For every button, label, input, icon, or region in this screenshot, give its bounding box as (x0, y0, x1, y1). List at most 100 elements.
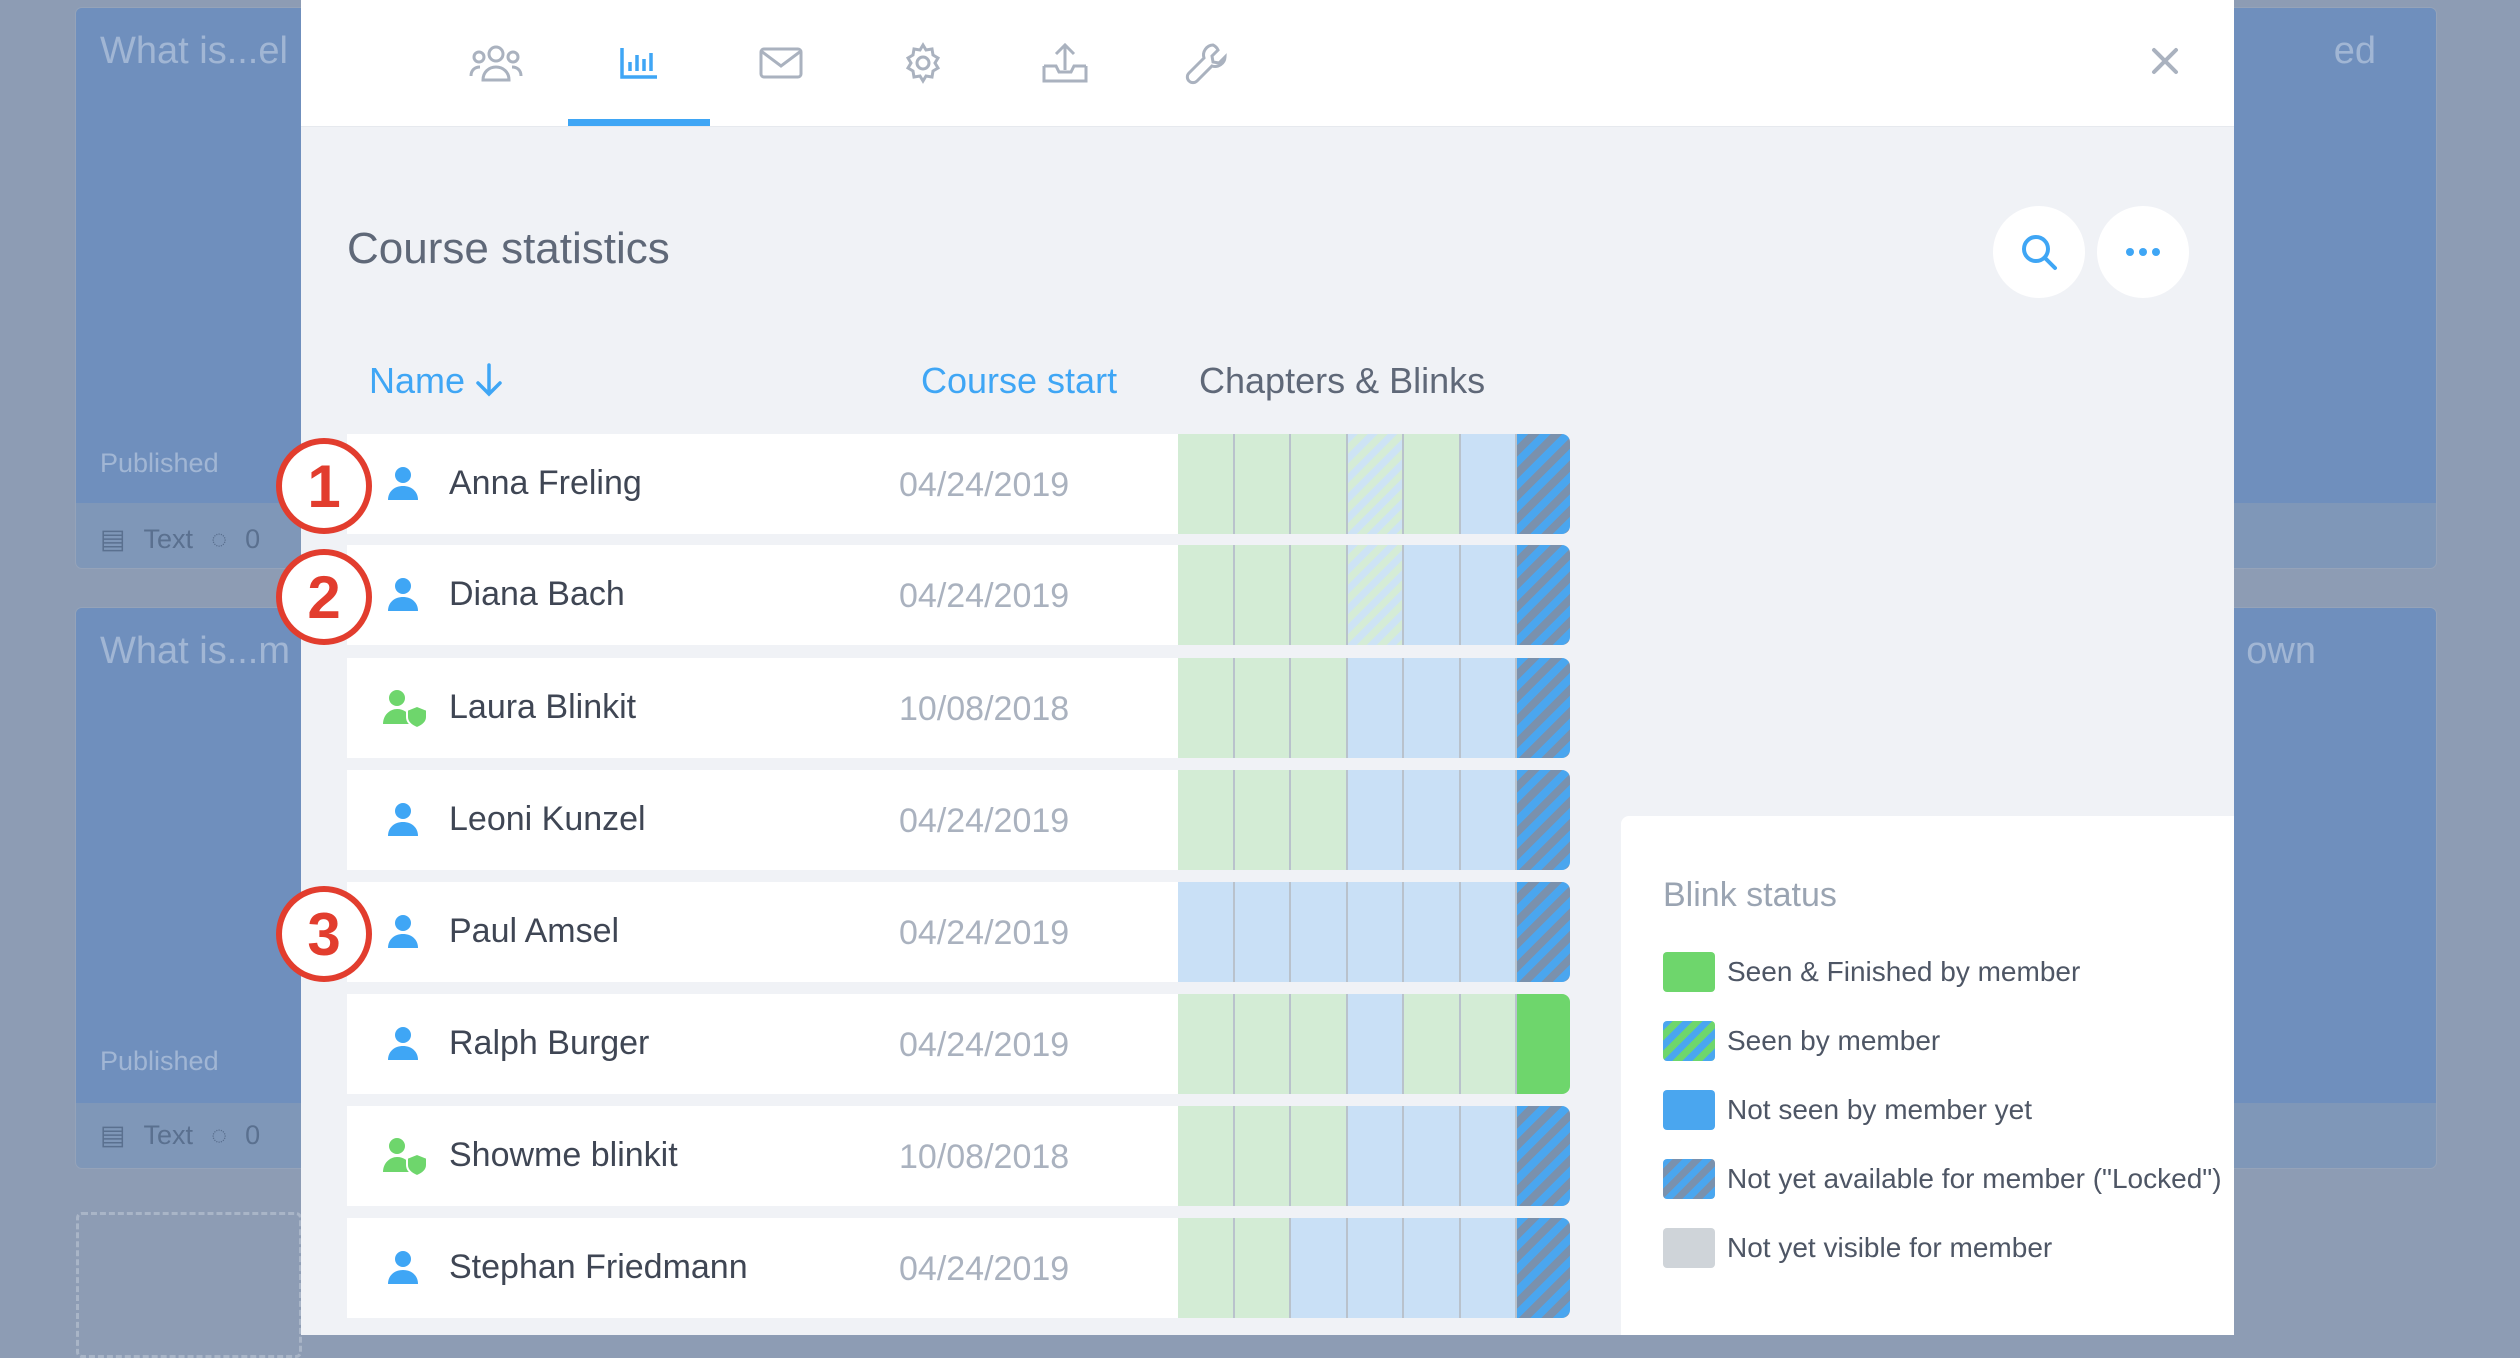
member-row-background (347, 1218, 1178, 1318)
tab-export[interactable] (994, 0, 1136, 126)
blink-segment-finished[interactable] (1178, 545, 1235, 645)
member-name[interactable]: Stephan Friedmann (449, 1248, 748, 1286)
member-name[interactable]: Ralph Burger (449, 1024, 650, 1062)
blink-segment-notseen[interactable] (1347, 882, 1404, 982)
blink-segment-finished[interactable] (1291, 545, 1348, 645)
blink-segment-finished[interactable] (1234, 658, 1291, 758)
callout-marker-1: 1 (276, 438, 372, 534)
blink-segment-finished[interactable] (1460, 994, 1517, 1094)
member-user-icon (381, 575, 425, 615)
background-card-comments: 0 (245, 524, 261, 554)
member-name[interactable]: Paul Amsel (449, 912, 620, 950)
legend-item: Seen by member (1663, 1021, 1940, 1061)
member-row[interactable]: Stephan Friedmann 04/24/2019 (347, 1218, 1570, 1318)
blink-segment-notseen[interactable] (1460, 770, 1517, 870)
blink-segment-notseen[interactable] (1404, 1218, 1461, 1318)
blink-segment-finished[interactable] (1291, 994, 1348, 1094)
column-header-name[interactable]: Name (369, 360, 503, 402)
blink-segment-finished[interactable] (1178, 1218, 1235, 1318)
blink-segment-notseen[interactable] (1460, 658, 1517, 758)
background-card-meta: Text (143, 524, 194, 554)
blink-segment-notseen[interactable] (1404, 1106, 1461, 1206)
blink-segment-notseen[interactable] (1347, 994, 1404, 1094)
blink-segment-notseen[interactable] (1347, 658, 1404, 758)
blink-segment-finished[interactable] (1178, 994, 1235, 1094)
more-horizontal-icon (2126, 248, 2160, 256)
blink-segment-finished[interactable] (1234, 434, 1291, 534)
member-name[interactable]: Laura Blinkit (449, 688, 637, 726)
blink-segment-finished[interactable] (1178, 434, 1235, 534)
blink-segment-notseen[interactable] (1460, 1106, 1517, 1206)
more-options-button[interactable] (2097, 206, 2189, 298)
member-row[interactable]: Laura Blinkit 10/08/2018 (347, 658, 1570, 758)
blink-segment-notseen[interactable] (1404, 658, 1461, 758)
blink-segment-notseen[interactable] (1178, 882, 1235, 982)
blink-segment-notseen[interactable] (1460, 882, 1517, 982)
member-name[interactable]: Leoni Kunzel (449, 800, 646, 838)
legend-label: Not seen by member yet (1727, 1094, 2033, 1125)
blink-segment-notseen[interactable] (1460, 545, 1517, 645)
member-user-icon (381, 912, 425, 952)
blink-segment-notseen[interactable] (1460, 1218, 1517, 1318)
blink-segment-finished[interactable] (1291, 658, 1348, 758)
member-row[interactable]: Ralph Burger 04/24/2019 (347, 994, 1570, 1094)
blink-segment-locked[interactable] (1517, 434, 1570, 534)
column-header-course-start[interactable]: Course start (921, 360, 1118, 401)
search-icon (2022, 235, 2057, 270)
blink-segment-locked[interactable] (1517, 658, 1570, 758)
tab-tools[interactable] (1136, 0, 1278, 126)
member-row[interactable]: Showme blinkit 10/08/2018 (347, 1106, 1570, 1206)
wrench-icon (1185, 43, 1227, 85)
blink-segment-finished[interactable] (1178, 1106, 1235, 1206)
members-icon (469, 45, 523, 82)
tab-settings[interactable] (852, 0, 994, 126)
member-row[interactable]: Paul Amsel 04/24/2019 (347, 882, 1570, 982)
blink-segment-finished[interactable] (1234, 770, 1291, 870)
blink-segment-finished[interactable] (1404, 994, 1461, 1094)
background-card-footer: ▤ Text ◌ 0 (100, 524, 260, 555)
blink-segment-locked[interactable] (1517, 1106, 1570, 1206)
blink-segment-green[interactable] (1517, 994, 1570, 1094)
blink-segment-locked[interactable] (1517, 882, 1570, 982)
blink-segment-finished[interactable] (1234, 994, 1291, 1094)
blink-segment-notseen[interactable] (1347, 1218, 1404, 1318)
tab-statistics[interactable] (568, 0, 710, 126)
search-button[interactable] (1993, 206, 2085, 298)
blink-segment-notseen[interactable] (1404, 882, 1461, 982)
blink-segment-notseen[interactable] (1404, 770, 1461, 870)
blink-segment-finished[interactable] (1291, 1106, 1348, 1206)
blink-segment-notseen[interactable] (1291, 882, 1348, 982)
callout-marker-2: 2 (276, 549, 372, 645)
member-row-background (347, 994, 1178, 1094)
blink-segment-finished[interactable] (1404, 434, 1461, 534)
tab-members[interactable] (425, 0, 567, 126)
blink-segment-finished[interactable] (1291, 434, 1348, 534)
legend-swatch-striped-blue-gray (1663, 1159, 1715, 1199)
blink-segment-locked[interactable] (1517, 1218, 1570, 1318)
blink-segment-notseen[interactable] (1404, 545, 1461, 645)
member-row[interactable]: Diana Bach 04/24/2019 (347, 545, 1570, 645)
blink-segment-finished[interactable] (1234, 1106, 1291, 1206)
blink-segment-notseen[interactable] (1291, 1218, 1348, 1318)
blink-segment-finished[interactable] (1178, 658, 1235, 758)
close-button[interactable] (2142, 38, 2188, 84)
member-name[interactable]: Diana Bach (449, 575, 625, 613)
blink-segment-locked[interactable] (1517, 770, 1570, 870)
member-row[interactable]: Leoni Kunzel 04/24/2019 (347, 770, 1570, 870)
member-name[interactable]: Showme blinkit (449, 1136, 678, 1174)
blink-segment-seen[interactable] (1347, 434, 1404, 534)
blink-segment-notseen[interactable] (1460, 434, 1517, 534)
blink-segment-finished[interactable] (1291, 770, 1348, 870)
chapters-progress-bar (1178, 1106, 1570, 1206)
blink-segment-seen[interactable] (1347, 545, 1404, 645)
member-row[interactable]: Anna Freling 04/24/2019 (347, 434, 1570, 534)
blink-segment-finished[interactable] (1178, 770, 1235, 870)
blink-segment-notseen[interactable] (1347, 770, 1404, 870)
blink-segment-locked[interactable] (1517, 545, 1570, 645)
blink-segment-finished[interactable] (1234, 545, 1291, 645)
blink-segment-finished[interactable] (1234, 1218, 1291, 1318)
blink-segment-notseen[interactable] (1347, 1106, 1404, 1206)
tab-mail[interactable] (710, 0, 852, 126)
blink-segment-notseen[interactable] (1234, 882, 1291, 982)
member-name[interactable]: Anna Freling (449, 464, 642, 502)
